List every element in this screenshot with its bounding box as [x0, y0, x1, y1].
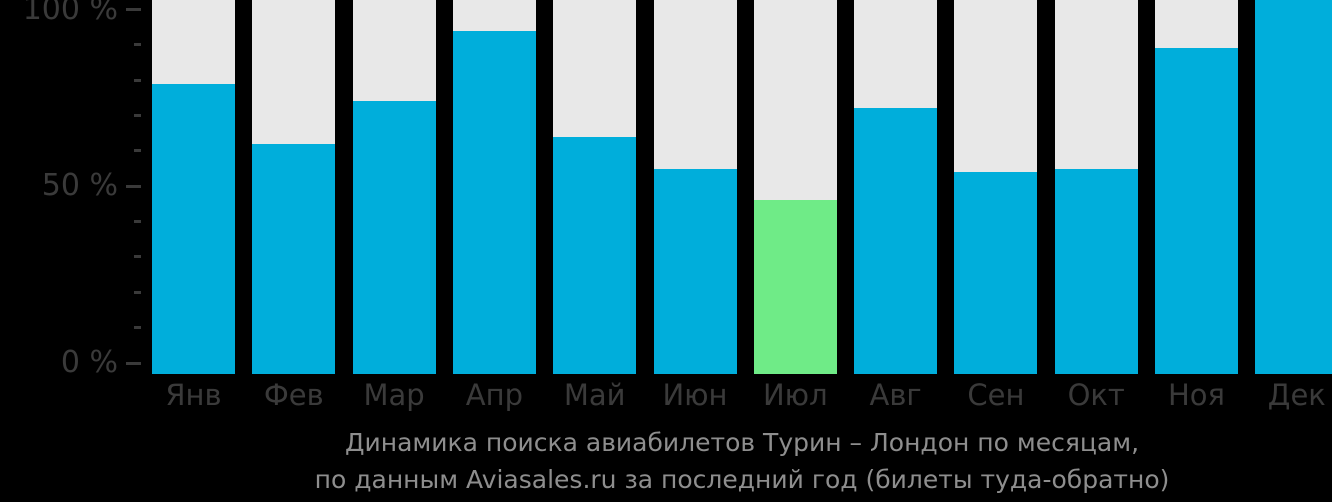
x-axis-label: Авг — [869, 378, 922, 412]
bar-column — [954, 0, 1038, 374]
x-axis-label: Ноя — [1168, 378, 1225, 412]
bar-fill — [452, 31, 536, 374]
x-axis-label: Янв — [165, 378, 222, 412]
bar-column — [152, 0, 235, 374]
caption-line-2: по данным Aviasales.ru за последний год … — [314, 465, 1170, 494]
bar-fill — [954, 172, 1038, 374]
bar-fill — [1054, 169, 1138, 374]
y-axis-minor-tick — [134, 114, 141, 118]
y-axis-minor-tick — [134, 78, 141, 82]
y-axis-tick-label: 100 % — [22, 0, 118, 27]
y-axis-minor-tick — [134, 290, 141, 294]
y-axis-major-tick — [126, 184, 141, 188]
y-axis-minor-tick — [134, 255, 141, 259]
x-axis-label: Фев — [263, 378, 324, 412]
bar-fill — [252, 144, 336, 374]
y-axis-minor-tick — [134, 220, 141, 224]
bar-fill — [1155, 48, 1238, 374]
bar-fill — [854, 108, 938, 374]
x-axis-label: Дек — [1267, 378, 1326, 412]
bar-column — [753, 0, 837, 374]
bar-fill — [553, 137, 637, 374]
bar-column — [553, 0, 637, 374]
bar-column — [1155, 0, 1238, 374]
y-axis-minor-tick — [134, 43, 141, 47]
bar-fill-highlight — [753, 200, 837, 374]
chart-caption: Динамика поиска авиабилетов Турин – Лонд… — [152, 424, 1332, 498]
bar-column — [653, 0, 737, 374]
y-axis-tick-label: 0 % — [60, 345, 118, 380]
x-axis-label: Мар — [363, 378, 425, 412]
y-axis-tick-label: 50 % — [41, 168, 118, 204]
bar-column — [1255, 0, 1332, 374]
bar-column — [1054, 0, 1138, 374]
y-axis-major-tick — [126, 8, 141, 11]
bar-column — [854, 0, 938, 374]
x-axis-label: Июн — [662, 378, 728, 412]
bar-fill — [352, 101, 436, 374]
x-axis-label: Май — [563, 378, 626, 412]
y-axis-minor-tick — [134, 149, 141, 153]
caption-line-1: Динамика поиска авиабилетов Турин – Лонд… — [344, 428, 1140, 457]
x-axis-label: Окт — [1067, 378, 1125, 412]
y-axis-major-tick — [126, 361, 141, 365]
bar-column — [452, 0, 536, 374]
x-axis-label: Июл — [762, 378, 828, 412]
bar-fill — [1255, 0, 1332, 374]
plot-area — [152, 0, 1332, 374]
x-axis-label: Апр — [465, 378, 523, 412]
bar-fill — [152, 84, 235, 374]
bar-column — [252, 0, 336, 374]
bar-column — [352, 0, 436, 374]
y-axis-minor-tick — [134, 326, 141, 330]
x-axis-label: Сен — [967, 378, 1025, 412]
bar-fill — [653, 169, 737, 374]
